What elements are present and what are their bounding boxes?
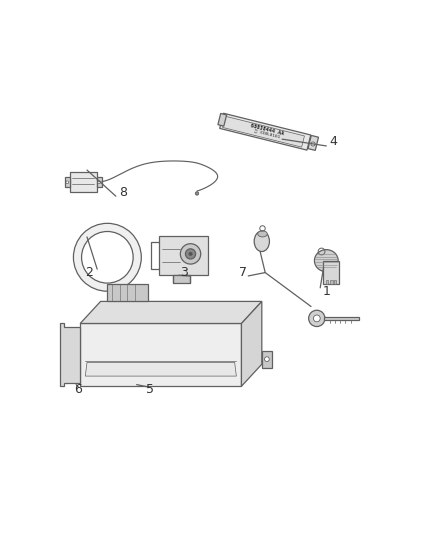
Bar bbox=[330, 280, 333, 285]
Text: 3: 3 bbox=[180, 266, 187, 279]
Polygon shape bbox=[218, 114, 226, 126]
Circle shape bbox=[74, 223, 141, 291]
Circle shape bbox=[98, 181, 101, 184]
Text: 2: 2 bbox=[85, 266, 92, 279]
Ellipse shape bbox=[254, 231, 269, 252]
Text: 6: 6 bbox=[74, 383, 82, 396]
Text: 8: 8 bbox=[119, 187, 127, 199]
Bar bbox=[323, 261, 339, 285]
Text: 1: 1 bbox=[322, 285, 330, 298]
Polygon shape bbox=[324, 317, 359, 320]
Bar bbox=[64, 177, 70, 187]
Text: 68038444 AA: 68038444 AA bbox=[250, 123, 284, 136]
Text: Ⓜ 338L0101: Ⓜ 338L0101 bbox=[254, 128, 280, 139]
Polygon shape bbox=[80, 302, 262, 324]
Polygon shape bbox=[241, 302, 262, 386]
Text: 4: 4 bbox=[329, 135, 337, 148]
Polygon shape bbox=[107, 285, 148, 302]
Polygon shape bbox=[80, 324, 241, 386]
Circle shape bbox=[314, 315, 320, 322]
Circle shape bbox=[66, 181, 69, 184]
Circle shape bbox=[189, 252, 192, 256]
Circle shape bbox=[195, 192, 199, 195]
Polygon shape bbox=[262, 351, 272, 368]
Polygon shape bbox=[220, 113, 311, 150]
Bar bbox=[334, 280, 336, 285]
Bar bbox=[173, 275, 190, 284]
Circle shape bbox=[81, 231, 133, 283]
Ellipse shape bbox=[314, 249, 338, 272]
Bar bbox=[325, 280, 328, 285]
Polygon shape bbox=[85, 362, 237, 376]
Polygon shape bbox=[308, 135, 318, 150]
Bar bbox=[159, 236, 208, 275]
Text: 7: 7 bbox=[239, 266, 247, 279]
Circle shape bbox=[185, 249, 196, 259]
Circle shape bbox=[180, 244, 201, 264]
Bar bbox=[70, 172, 96, 192]
Text: 5: 5 bbox=[146, 383, 154, 396]
Circle shape bbox=[309, 310, 325, 327]
Bar bbox=[96, 177, 102, 187]
Ellipse shape bbox=[258, 231, 267, 237]
Polygon shape bbox=[60, 324, 80, 386]
Circle shape bbox=[311, 142, 315, 146]
Polygon shape bbox=[223, 116, 304, 147]
Circle shape bbox=[265, 357, 269, 361]
